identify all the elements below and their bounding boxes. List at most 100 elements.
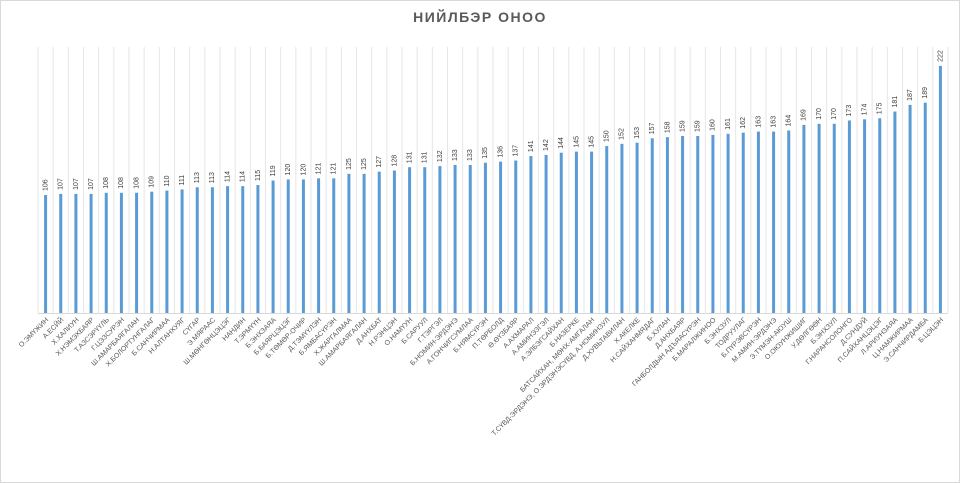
data-labels: 106 107 107 107 108 108 108 109 110 111 113 113 114 1… [42, 50, 944, 191]
chart-title: НИЙЛБЭР ОНОО [413, 9, 547, 25]
data-label: 120 [285, 164, 292, 176]
data-label: 164 [786, 115, 793, 127]
data-label: 187 [907, 89, 914, 101]
data-label: 152 [619, 128, 626, 140]
bar [787, 130, 791, 313]
bar [696, 136, 700, 313]
bar [256, 185, 260, 313]
bar [908, 104, 912, 313]
data-label: 145 [573, 136, 580, 148]
bar [499, 161, 503, 313]
data-label: 125 [346, 158, 353, 170]
data-label: 106 [42, 179, 49, 191]
data-label: 110 [164, 175, 171, 186]
data-label: 133 [467, 149, 474, 161]
data-label: 114 [224, 171, 231, 182]
bar [119, 192, 123, 313]
bar [347, 173, 351, 313]
bar [529, 156, 533, 313]
data-label: 136 [497, 146, 504, 158]
bars [44, 65, 942, 314]
data-label: 132 [437, 150, 444, 162]
data-label: 159 [695, 120, 702, 132]
data-label: 120 [300, 164, 307, 176]
bar [514, 160, 518, 313]
bar [741, 132, 745, 313]
bar [286, 179, 290, 313]
bar [377, 171, 381, 313]
data-label: 121 [331, 163, 338, 175]
bar [241, 186, 245, 313]
bar [150, 191, 154, 313]
data-label: 111 [179, 175, 186, 186]
bar [938, 65, 942, 313]
data-label: 170 [831, 108, 838, 120]
bar [635, 142, 639, 313]
bar [195, 187, 199, 313]
bar [665, 137, 669, 313]
data-label: 141 [528, 140, 535, 152]
data-label: 175 [877, 102, 884, 114]
bar [180, 189, 184, 313]
bar [817, 123, 821, 313]
bar [711, 134, 715, 313]
bar [863, 119, 867, 313]
bar [423, 167, 427, 313]
bar [271, 180, 275, 313]
bar [590, 151, 594, 313]
data-label: 114 [240, 171, 247, 182]
data-label: 108 [133, 177, 140, 189]
bar [210, 187, 214, 313]
data-label: 163 [770, 116, 777, 128]
bar [453, 164, 457, 313]
bar [878, 118, 882, 313]
bar [135, 192, 139, 313]
bar [226, 186, 230, 313]
bar [726, 133, 730, 313]
bar [44, 195, 48, 313]
data-label: 135 [482, 147, 489, 159]
data-label: 113 [209, 172, 216, 183]
data-label: 144 [558, 137, 565, 149]
data-label: 189 [922, 87, 929, 99]
data-label: 160 [710, 119, 717, 131]
bar [620, 143, 624, 313]
data-label: 133 [452, 149, 459, 161]
data-label: 131 [406, 151, 413, 163]
bar [544, 154, 548, 313]
bar [104, 192, 108, 313]
bar [832, 123, 836, 313]
data-label: 131 [422, 151, 429, 163]
data-label: 125 [361, 158, 368, 170]
data-label: 145 [588, 136, 595, 148]
data-label: 161 [725, 118, 732, 130]
bar [483, 162, 487, 313]
bar [756, 131, 760, 313]
bar [301, 179, 305, 313]
bar [438, 166, 442, 313]
data-label: 163 [755, 116, 762, 128]
bar [893, 111, 897, 313]
data-label: 169 [801, 109, 808, 121]
data-label: 142 [543, 139, 550, 151]
bar [74, 193, 78, 313]
category-tick-labels: О.ЭМҮЖИНА.ЕСЙЙХ.ХАЛИУНХ.НЭМЭХБАЯРТ.АЗСЭР… [18, 315, 945, 437]
data-label: 157 [649, 122, 656, 134]
bar [468, 164, 472, 313]
bar [332, 178, 336, 313]
data-label: 115 [255, 170, 262, 181]
data-label: 119 [270, 165, 277, 176]
bar [89, 193, 93, 313]
data-label: 121 [315, 163, 322, 175]
bar [408, 167, 412, 313]
bar [802, 124, 806, 313]
data-label: 137 [513, 145, 520, 157]
data-label: 108 [103, 177, 110, 189]
data-label: 162 [740, 117, 747, 129]
bar [317, 178, 321, 313]
data-label: 150 [604, 130, 611, 142]
bar [650, 138, 654, 313]
data-label: 173 [846, 105, 853, 117]
